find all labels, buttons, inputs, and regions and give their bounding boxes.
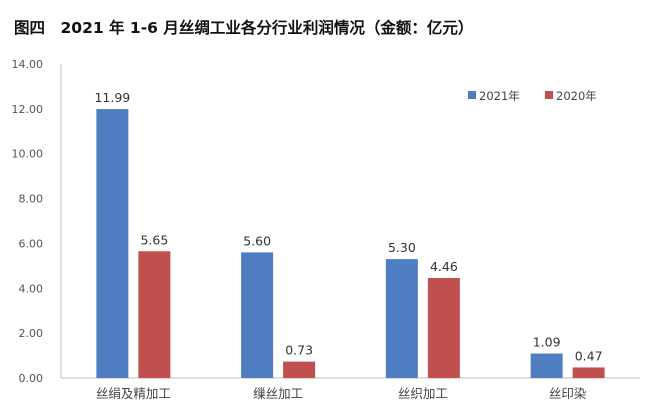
y-tick-label: 14.00 (12, 58, 44, 71)
bar-data-label: 5.65 (140, 232, 168, 247)
bars (96, 109, 605, 379)
category-label: 缫丝加工 (253, 386, 303, 401)
y-tick-label: 0.00 (19, 372, 44, 385)
bar-data-label: 5.30 (388, 240, 416, 255)
y-tick-label: 8.00 (19, 193, 44, 206)
category-label: 丝绢及精加工 (96, 386, 171, 401)
category-label: 丝印染 (549, 386, 587, 401)
bar-data-label: 0.47 (575, 348, 603, 363)
bar-2021 (530, 353, 563, 378)
y-tick-label: 4.00 (19, 282, 44, 295)
bar-2021 (241, 252, 274, 378)
bar-2020 (138, 251, 171, 378)
bar-data-label: 0.73 (285, 343, 313, 358)
legend-swatch (468, 91, 476, 99)
y-tick-label: 6.00 (19, 237, 44, 250)
legend-label: 2020年 (556, 89, 597, 103)
bar-data-label: 5.60 (243, 233, 271, 248)
y-axis-ticks: 0.00 2.00 4.00 6.00 8.00 10.00 12.00 14.00 (12, 58, 44, 385)
bar-2020 (572, 367, 605, 378)
legend-label: 2021年 (479, 89, 520, 103)
bar-data-label: 1.09 (533, 335, 561, 350)
bar-2021 (96, 109, 129, 379)
bar-2021 (385, 259, 418, 378)
y-tick-label: 2.00 (19, 327, 44, 340)
chart-title: 图四 2021 年 1-6 月丝绸工业各分行业利润情况（金额：亿元） (14, 18, 473, 37)
data-labels: 11.99 5.65 5.60 0.73 5.30 4.46 1.09 0.47 (94, 90, 602, 363)
bar-2020 (283, 361, 316, 378)
x-axis-categories: 丝绢及精加工 缫丝加工 丝织加工 丝印染 (96, 386, 587, 401)
category-label: 丝织加工 (398, 386, 448, 401)
legend-swatch (545, 91, 553, 99)
legend: 2021年 2020年 (468, 89, 597, 103)
y-tick-label: 10.00 (12, 148, 44, 161)
bar-data-label: 4.46 (430, 259, 458, 274)
bar-2020 (427, 277, 460, 378)
bar-data-label: 11.99 (94, 90, 130, 105)
y-tick-label: 12.00 (12, 103, 44, 116)
